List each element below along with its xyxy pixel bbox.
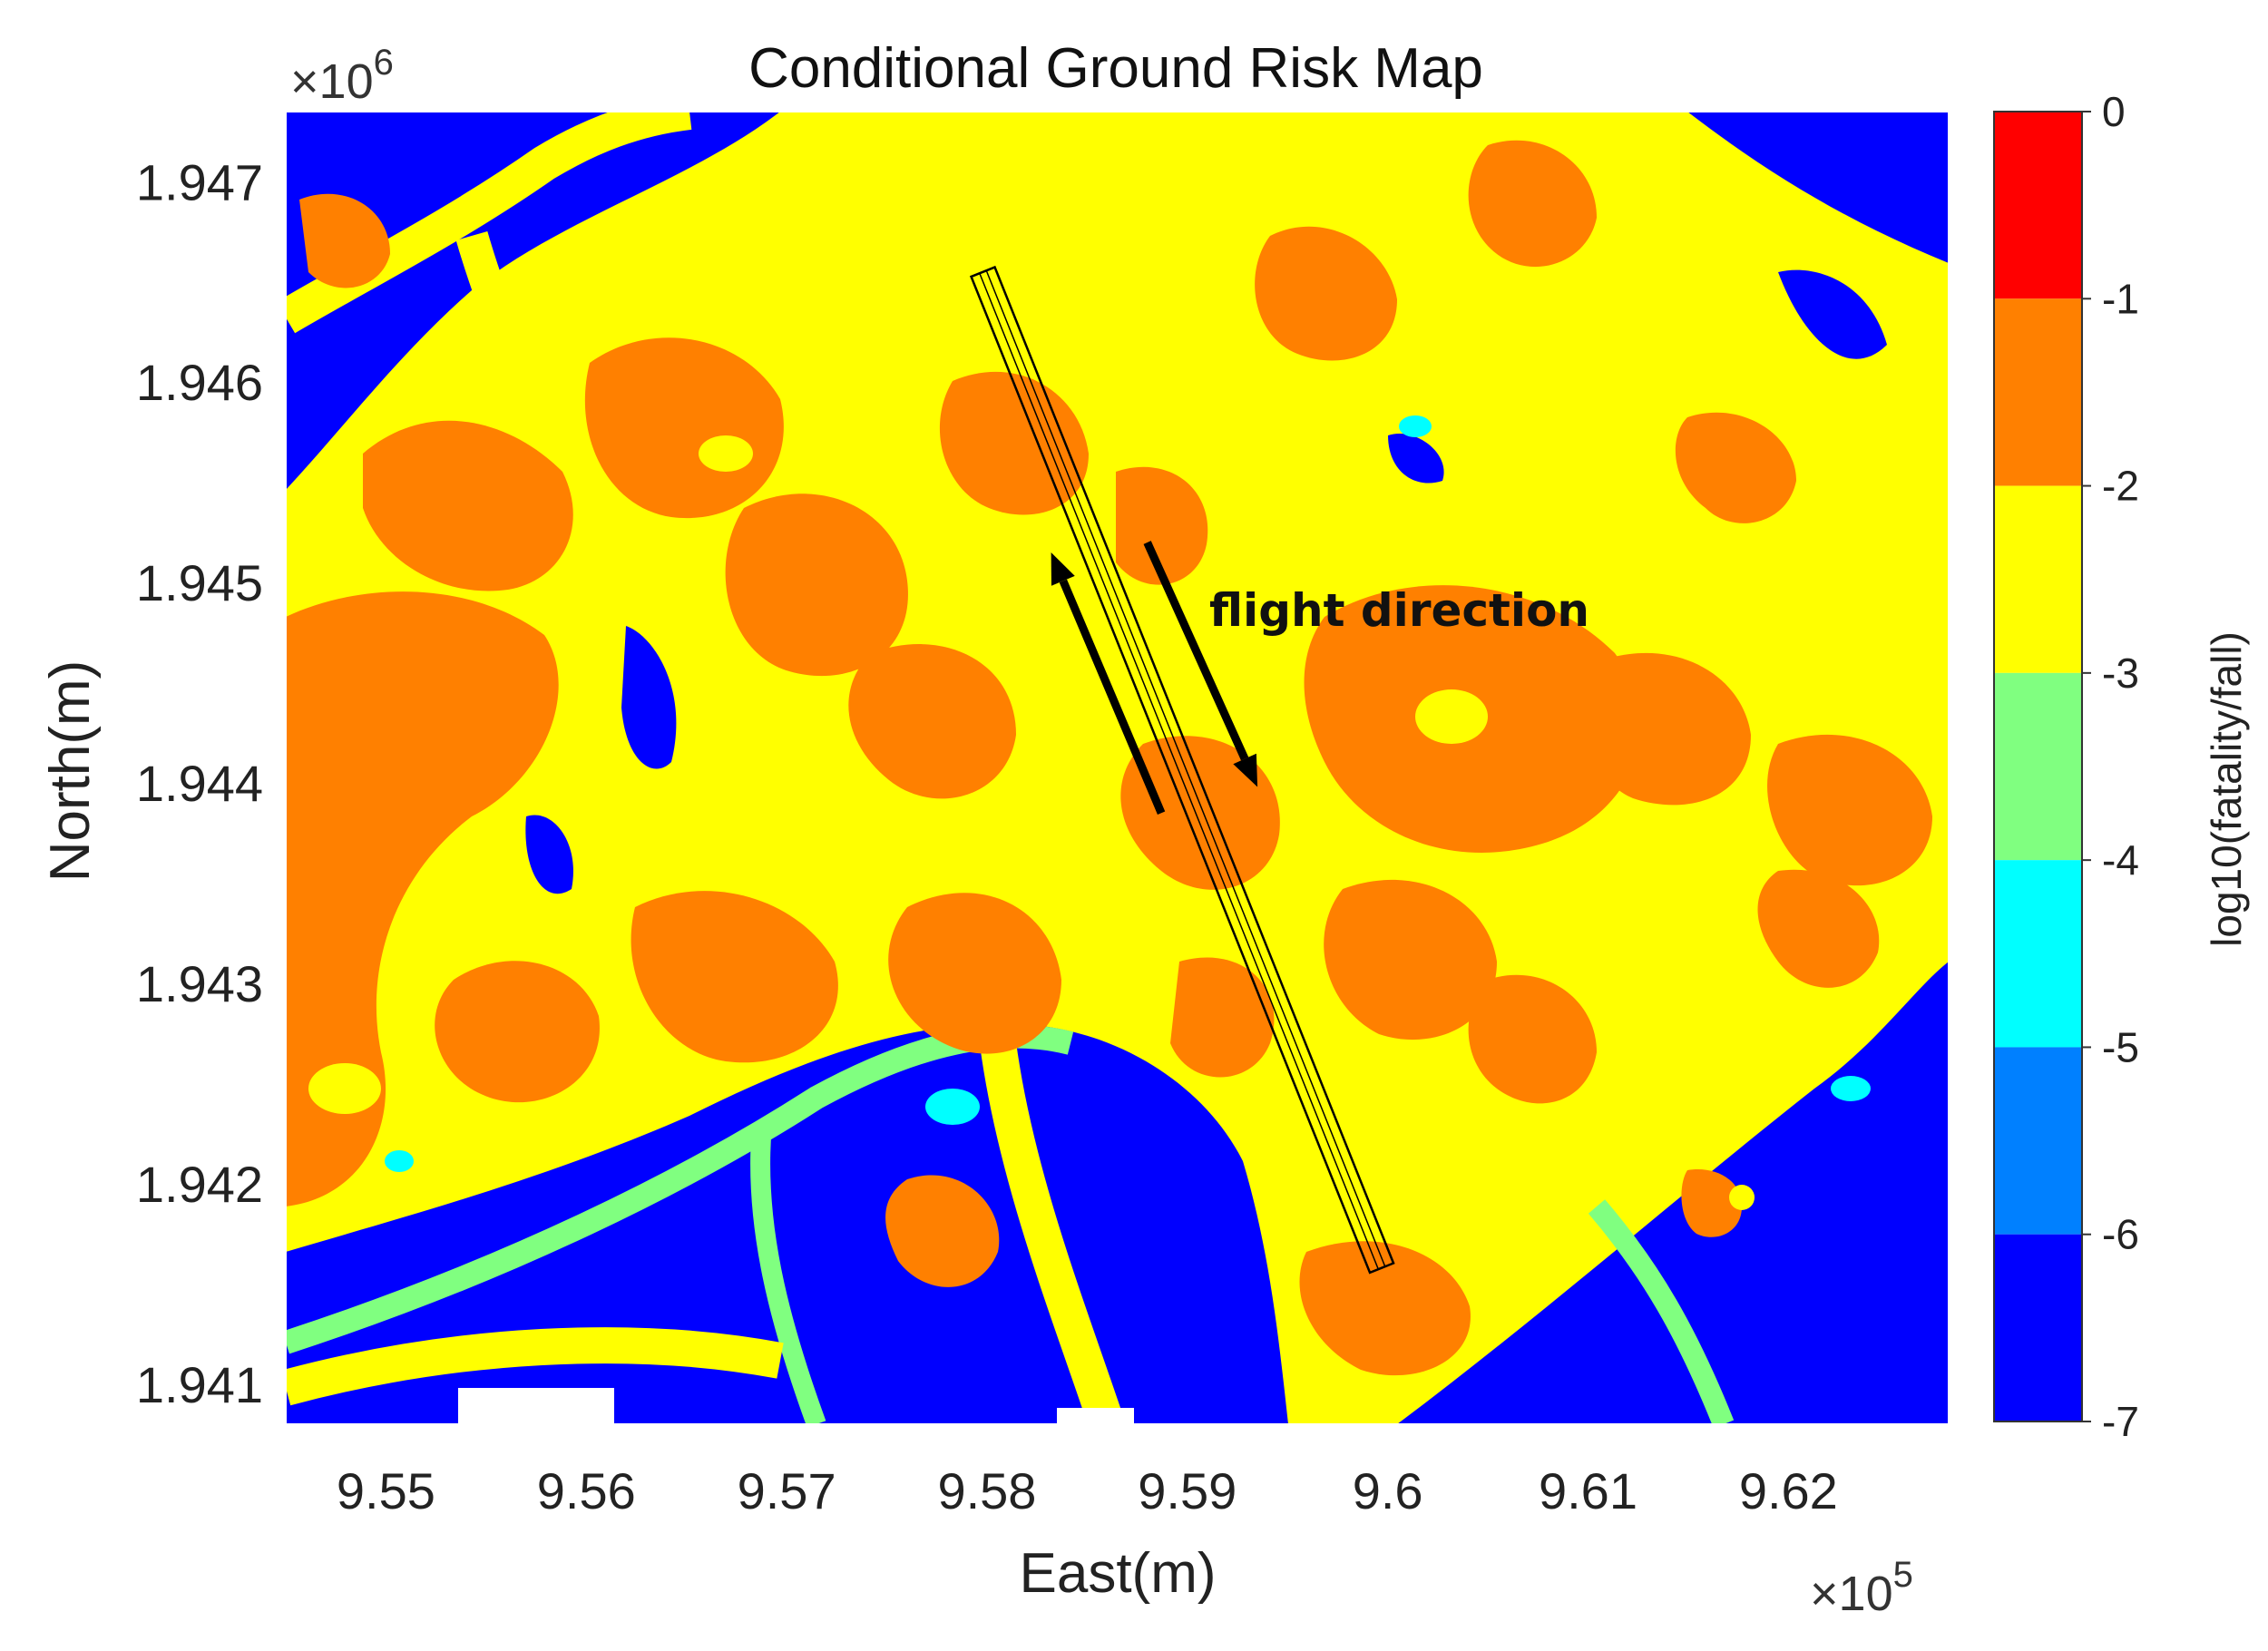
water-pond-3	[1388, 434, 1444, 484]
x-tick-label: 9.56	[537, 1462, 636, 1519]
colorbar-tick-label: -1	[2102, 275, 2139, 322]
water-pond-1	[621, 626, 677, 769]
water-region-northwest	[286, 112, 780, 490]
road-west-yellow	[286, 1327, 784, 1406]
y-tick-label: 1.944	[136, 755, 263, 812]
water-region-northeast	[1687, 112, 1949, 263]
x-tick-label: 9.62	[1739, 1462, 1838, 1519]
colorbar-tick-label: -2	[2102, 463, 2139, 510]
very-low-risk-edges	[385, 415, 1871, 1172]
y-tick-label: 1.943	[136, 955, 263, 1012]
water-region-south	[286, 1023, 1288, 1424]
x-tick-label: 9.55	[337, 1462, 435, 1519]
colorbar-tick-label: 0	[2102, 88, 2126, 135]
colorbar-tick-label: -3	[2102, 650, 2139, 697]
heatmap-area	[286, 112, 1949, 1424]
colorbar-band	[1994, 1047, 2082, 1235]
direction-arrow-shaft	[1059, 579, 1166, 815]
water-region-southeast	[1397, 962, 1949, 1424]
plot-frame	[285, 111, 1950, 1425]
y-axis: 1.941 1.942 1.943 1.944 1.945 1.946 1.947	[136, 153, 263, 1412]
medium-risk-patches	[308, 435, 1755, 1210]
y-tick-label: 1.941	[136, 1356, 263, 1413]
x-tick-label: 9.59	[1138, 1462, 1237, 1519]
no-data-patch-2	[1057, 1408, 1134, 1424]
x-axis-label: East(m)	[1020, 1542, 1217, 1605]
x-tick-label: 9.6	[1353, 1462, 1423, 1519]
colorbar-band	[1994, 1234, 2082, 1421]
y-multiplier: ×106	[290, 43, 394, 109]
road-south-2	[980, 1040, 1124, 1424]
x-tick-label: 9.58	[937, 1462, 1036, 1519]
road-south-1	[750, 1124, 826, 1424]
direction-arrow-shaft	[1143, 541, 1249, 761]
high-risk-zones	[286, 140, 1932, 1376]
x-axis: 9.55 9.56 9.57 9.58 9.59 9.6 9.61 9.62	[337, 1462, 1838, 1519]
corridor-inner-line	[985, 269, 1386, 1267]
colorbar-tick-label: -6	[2102, 1211, 2139, 1258]
road-southeast	[1588, 1199, 1735, 1424]
colorbar-label: log10(fatality/fall)	[2203, 631, 2250, 947]
flight-direction-label: flight direction	[1209, 584, 1589, 637]
colorbar-tick-label: -7	[2102, 1398, 2139, 1445]
colorbar-band	[1994, 672, 2082, 861]
corridor-inner-line	[979, 272, 1379, 1270]
y-tick-label: 1.947	[136, 153, 263, 210]
corridor-outline	[969, 265, 1395, 1275]
colorbar-tick-label: -5	[2102, 1023, 2139, 1070]
x-tick-label: 9.57	[738, 1462, 836, 1519]
colorbar-band	[1994, 112, 2082, 299]
colorbar-tick-label: -4	[2102, 836, 2139, 884]
chart-title: Conditional Ground Risk Map	[748, 37, 1483, 100]
x-tick-label: 9.61	[1539, 1462, 1637, 1519]
colorbar-frame	[1993, 111, 2083, 1422]
colorbar: 0 -1 -2 -3 -4 -5 -6 -7	[1993, 88, 2139, 1445]
road-northwest-yellow	[455, 231, 560, 442]
y-tick-label: 1.946	[136, 354, 263, 411]
x-multiplier: ×105	[1810, 1555, 1913, 1621]
y-axis-label: North(m)	[39, 660, 102, 883]
water-pond-4	[1778, 269, 1887, 359]
colorbar-band	[1994, 298, 2082, 486]
direction-arrow-head	[1233, 753, 1258, 787]
y-tick-label: 1.942	[136, 1156, 263, 1213]
colorbar-band	[1994, 860, 2082, 1048]
no-data-patch-1	[458, 1388, 614, 1424]
flight-corridor	[969, 265, 1395, 1275]
flight-direction-arrows	[1051, 541, 1258, 815]
y-tick-label: 1.945	[136, 554, 263, 611]
direction-arrow-head	[1051, 552, 1075, 586]
water-pond-2	[525, 815, 573, 894]
colorbar-band	[1994, 485, 2082, 673]
